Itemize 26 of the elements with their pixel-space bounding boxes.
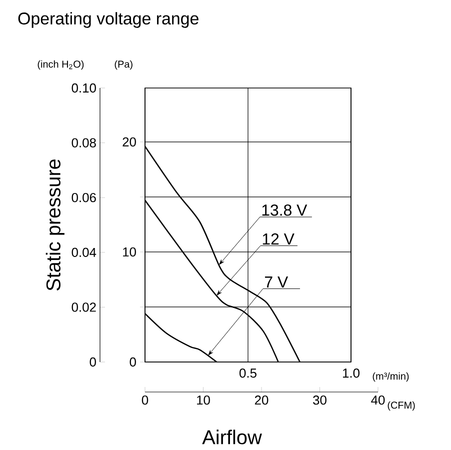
x-axis-title: Airflow xyxy=(202,430,262,444)
y2-tick-label: 0 xyxy=(130,357,136,367)
x2-tick-label: 40 xyxy=(371,396,385,405)
text: 7 V xyxy=(265,276,288,288)
text: (Pa) xyxy=(114,60,132,70)
x2-tick-label: 20 xyxy=(254,396,268,405)
y-tick-label: 0 xyxy=(90,357,96,367)
x-tick-label: 1.0 xyxy=(342,368,360,378)
y-tick-label: 0.06 xyxy=(72,193,96,202)
y-tick-label: 0.02 xyxy=(72,302,96,312)
text: (m³/min) xyxy=(372,372,409,382)
y-tick-label: 0.04 xyxy=(72,248,96,257)
y-axis-title: Static pressure xyxy=(46,159,64,291)
y-tick-label: 0.10 xyxy=(72,83,96,93)
chart-title: Operating voltage range xyxy=(18,12,198,28)
x2-tick-label: 0 xyxy=(142,396,148,405)
x2-tick-label: 10 xyxy=(197,396,210,405)
x2-tick-label: 30 xyxy=(313,396,326,405)
y2-tick-label: 20 xyxy=(122,137,136,146)
y2-tick-label: 10 xyxy=(123,247,136,257)
text: (CFM) xyxy=(388,401,415,411)
y-tick-label: 0.08 xyxy=(72,138,96,148)
x-tick-label: 0.5 xyxy=(240,368,256,378)
text: 12 V xyxy=(262,233,294,245)
text: (inch H$_{2}$O) xyxy=(38,60,84,70)
text: 13.8 V xyxy=(262,204,308,216)
